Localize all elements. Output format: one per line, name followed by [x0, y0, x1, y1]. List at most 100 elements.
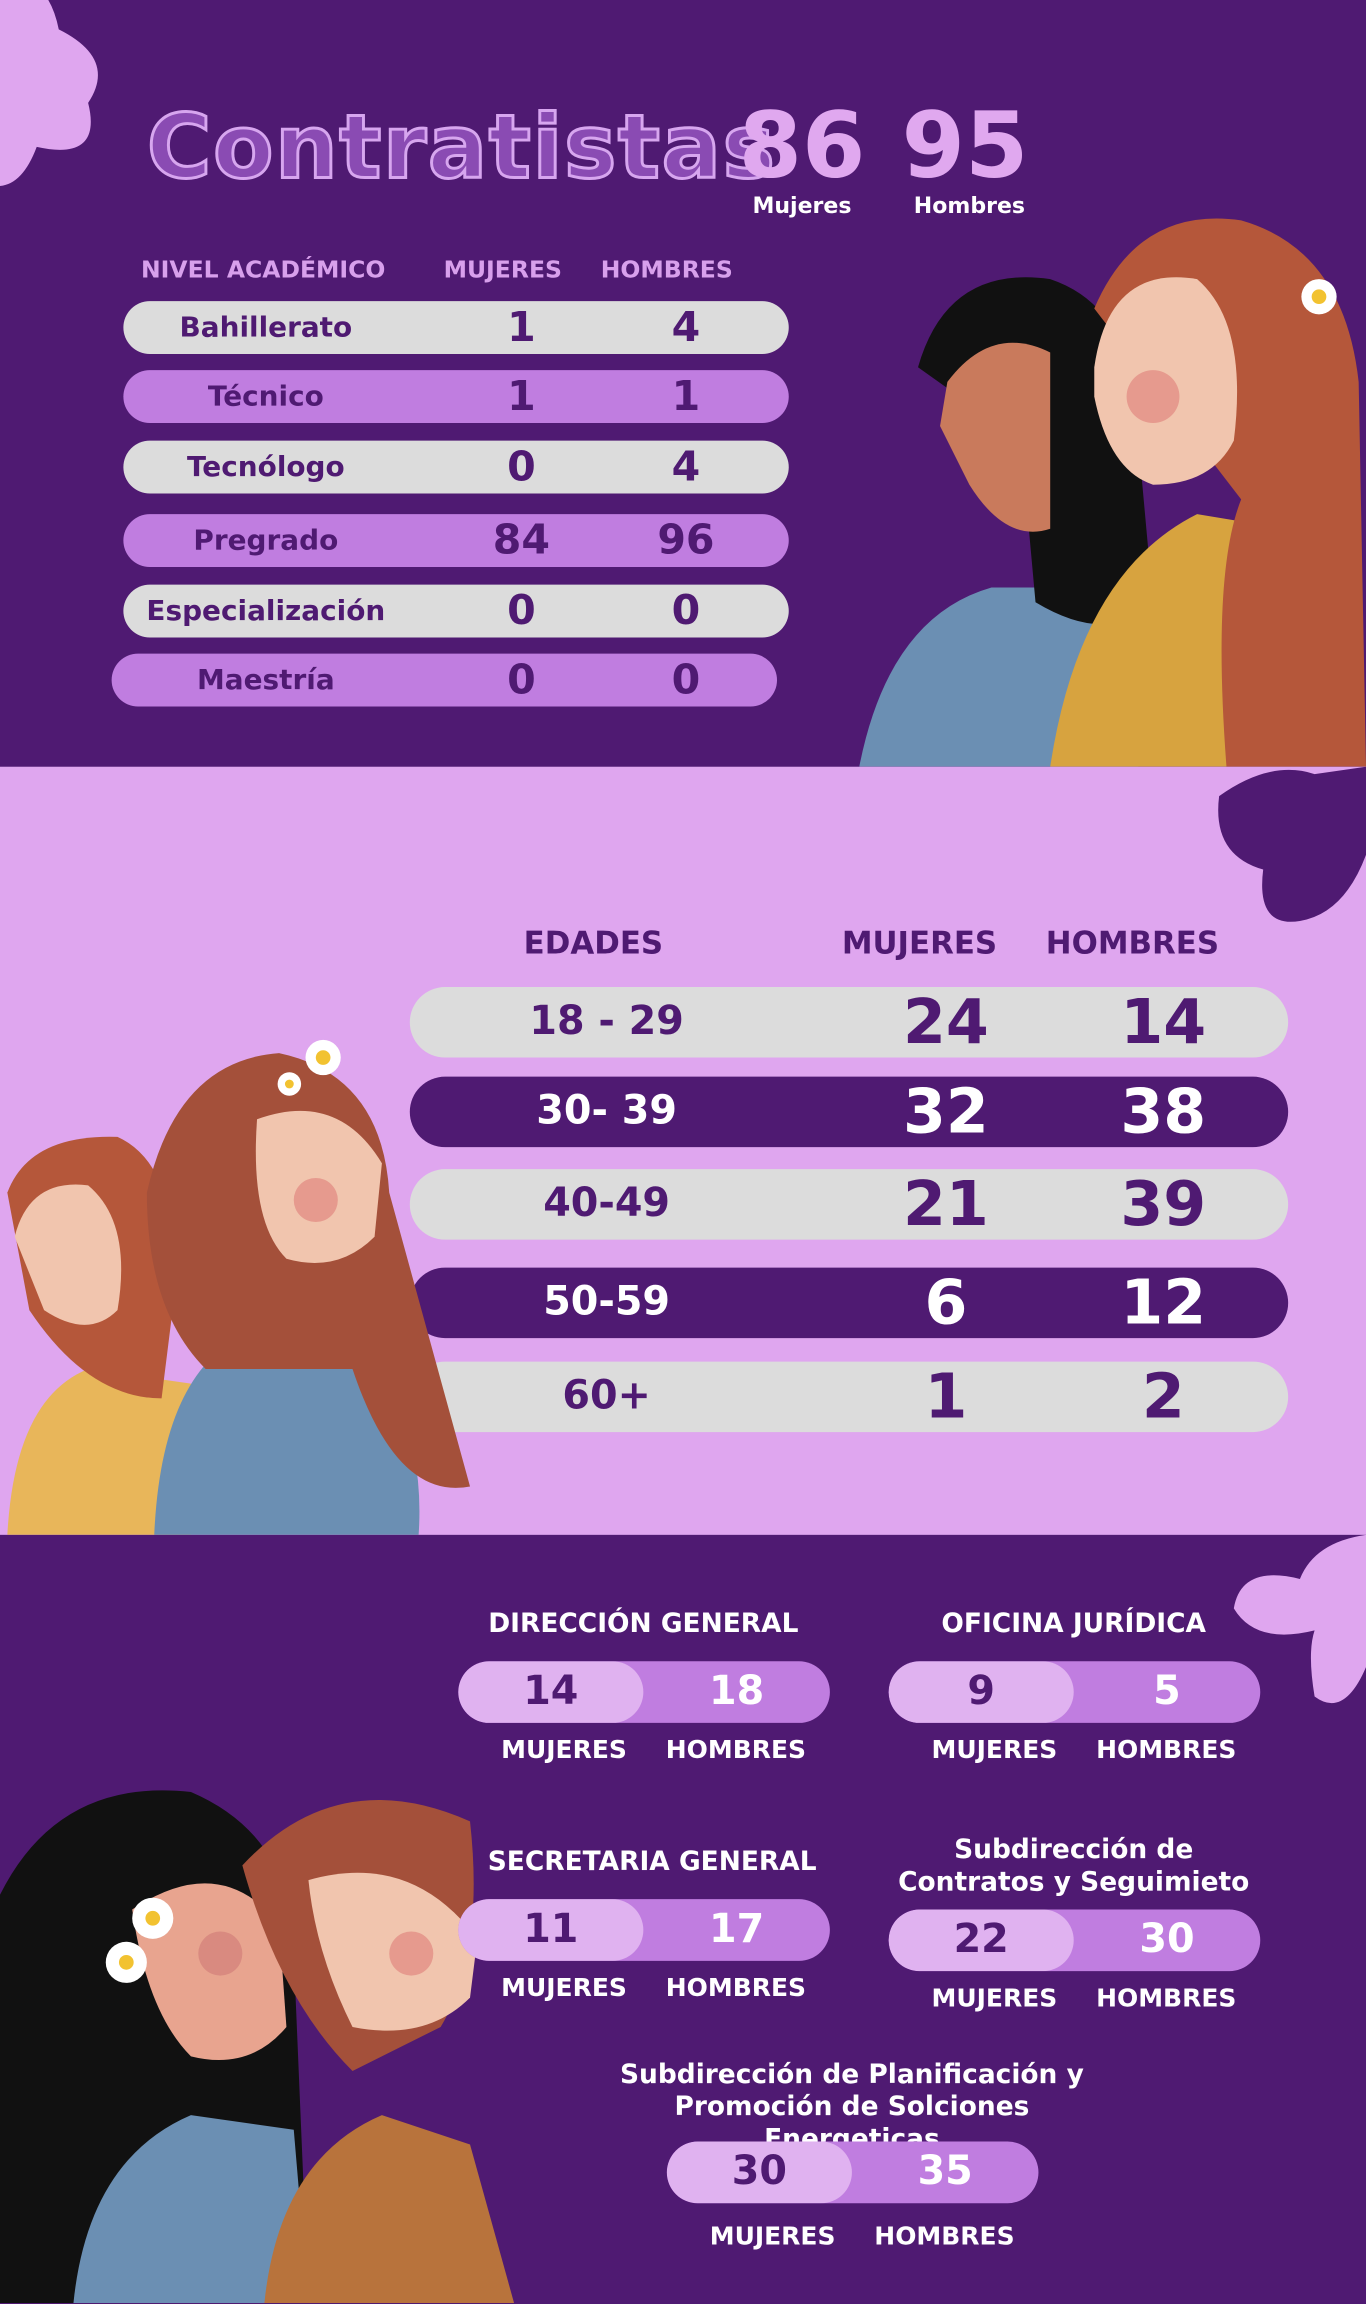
- department-title: SECRETARIA GENERAL: [487, 1846, 817, 1878]
- department-title: Subdirección de Planificación y: [619, 2059, 1084, 2091]
- department-count-pill: 22 30: [888, 1909, 1261, 1972]
- department-women-value: 30: [666, 2141, 852, 2204]
- academic-women-value: 84: [492, 515, 551, 565]
- department-men-label: HOMBRES: [874, 2222, 1015, 2252]
- age-men-value: 14: [1120, 985, 1207, 1058]
- age-range-label: 60+: [562, 1373, 651, 1419]
- academic-level-label: Especialización: [146, 594, 386, 628]
- academic-men-value: 0: [671, 586, 701, 635]
- department-women-label: MUJERES: [501, 1974, 627, 2004]
- department-women-label: MUJERES: [709, 2222, 836, 2252]
- academic-header-women: MUJERES: [443, 255, 562, 284]
- academic-row: Técnico 1 1: [123, 370, 789, 424]
- daisy-icon: [277, 1072, 302, 1096]
- age-range-label: 30- 39: [536, 1088, 677, 1134]
- age-range-label: 18 - 29: [529, 998, 684, 1045]
- department-women-value: 22: [888, 1909, 1074, 1972]
- departments-section: DIRECCIÓN GENERAL 14 18 MUJERES HOMBRES OFICI…: [0, 1534, 1366, 2304]
- department-men-value: 5: [1153, 1668, 1181, 1715]
- age-women-value: 1: [924, 1360, 968, 1433]
- age-row: 30- 39 32 38: [409, 1075, 1289, 1148]
- women-illustration: [859, 218, 1366, 767]
- academic-level-label: Pregrado: [193, 524, 339, 557]
- academic-men-value: 96: [657, 515, 715, 565]
- academic-section: Contratistas 86 Mujeres 95 Hombres NIVEL…: [0, 0, 1366, 767]
- men-total-label: Hombres: [913, 192, 1026, 219]
- academic-row: Pregrado 84 96: [123, 514, 789, 567]
- daisy-icon: [132, 1897, 174, 1939]
- department-count-pill: 30 35: [666, 2141, 1039, 2204]
- academic-row: Tecnólogo 0 4: [123, 440, 789, 494]
- department-men-label: HOMBRES: [1096, 1736, 1237, 1766]
- age-women-value: 6: [924, 1266, 968, 1339]
- women-total-label: Mujeres: [752, 192, 852, 219]
- department-men-value: 30: [1139, 1916, 1195, 1963]
- ages-section: EDADES MUJERES HOMBRES 18 - 29 24 14 30- 39…: [0, 766, 1366, 1535]
- women-illustration: [0, 1790, 515, 2304]
- academic-women-value: 1: [507, 302, 536, 352]
- department-men-value: 18: [709, 1668, 765, 1715]
- department-men-label: HOMBRES: [1096, 1984, 1237, 2014]
- age-women-value: 32: [902, 1075, 989, 1148]
- age-men-value: 12: [1120, 1266, 1207, 1339]
- flower-decoration-icon: [0, 0, 98, 186]
- academic-header-men: HOMBRES: [600, 255, 733, 284]
- ages-header-women: MUJERES: [841, 925, 998, 961]
- academic-men-value: 1: [671, 371, 701, 421]
- men-total: 95: [901, 91, 1029, 199]
- daisy-icon: [105, 1941, 147, 1983]
- academic-men-value: 0: [671, 655, 701, 704]
- department-women-value: 11: [458, 1899, 644, 1961]
- academic-men-value: 4: [671, 442, 701, 491]
- women-illustration: [7, 1039, 471, 1535]
- age-range-label: 50-59: [543, 1279, 671, 1325]
- academic-row: Maestría 0 0: [111, 653, 778, 707]
- department-men-value: 17: [709, 1906, 765, 1953]
- academic-level-label: Bahillerato: [179, 311, 353, 344]
- academic-row: Especialización 0 0: [123, 584, 789, 638]
- academic-row: Bahillerato 1 4: [123, 301, 789, 354]
- department-title: OFICINA JURÍDICA: [941, 1608, 1206, 1640]
- academic-women-value: 0: [507, 586, 536, 635]
- flower-decoration-icon: [1233, 1534, 1366, 1704]
- age-row: 60+ 1 2: [409, 1360, 1289, 1433]
- age-men-value: 38: [1120, 1075, 1207, 1148]
- ages-header-range: EDADES: [523, 925, 664, 961]
- age-row: 50-59 6 12: [409, 1266, 1289, 1339]
- age-range-label: 40-49: [543, 1180, 671, 1227]
- academic-women-value: 0: [507, 655, 536, 704]
- academic-men-value: 4: [671, 302, 701, 352]
- department-women-value: 14: [458, 1661, 644, 1723]
- department-count-pill: 14 18: [458, 1661, 830, 1723]
- academic-level-label: Técnico: [207, 380, 324, 413]
- department-title-line2: Contratos y Seguimieto: [898, 1866, 1250, 1898]
- age-row: 18 - 29 24 14: [409, 985, 1289, 1058]
- department-men-label: HOMBRES: [665, 1736, 807, 1766]
- department-women-label: MUJERES: [931, 1736, 1058, 1766]
- department-women-label: MUJERES: [931, 1984, 1058, 2014]
- department-title: DIRECCIÓN GENERAL: [488, 1608, 799, 1640]
- academic-level-label: Tecnólogo: [186, 450, 345, 484]
- ages-header-men: HOMBRES: [1045, 925, 1220, 961]
- department-men-value: 35: [917, 2148, 973, 2195]
- age-men-value: 39: [1120, 1167, 1207, 1240]
- department-women-value: 9: [888, 1661, 1074, 1723]
- age-women-value: 21: [902, 1167, 989, 1240]
- age-row: 40-49 21 39: [409, 1167, 1289, 1240]
- page-title: Contratistas: [145, 95, 777, 201]
- department-title: Subdirección de: [954, 1834, 1194, 1866]
- academic-women-value: 1: [507, 371, 536, 421]
- women-total: 86: [738, 91, 866, 199]
- academic-level-label: Maestría: [197, 663, 335, 697]
- age-men-value: 2: [1141, 1360, 1185, 1433]
- academic-women-value: 0: [507, 442, 536, 491]
- department-count-pill: 11 17: [458, 1899, 830, 1961]
- academic-header-level: NIVEL ACADÉMICO: [141, 255, 386, 284]
- daisy-icon: [1301, 279, 1337, 315]
- department-women-label: MUJERES: [501, 1736, 627, 1766]
- flower-decoration-icon: [1218, 766, 1366, 922]
- department-men-label: HOMBRES: [665, 1974, 807, 2004]
- age-women-value: 24: [902, 985, 989, 1058]
- daisy-icon: [305, 1039, 341, 1076]
